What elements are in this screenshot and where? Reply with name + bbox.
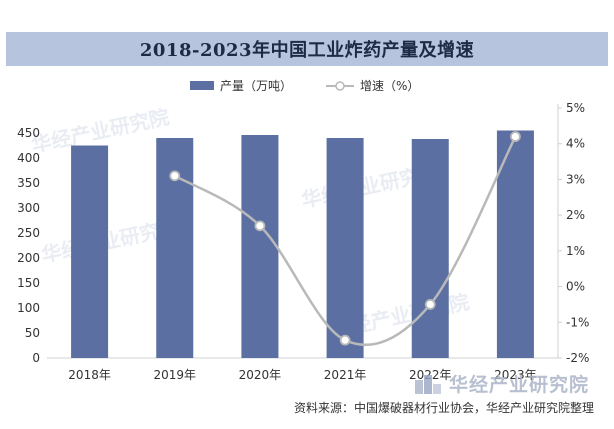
y-right-tick-label: 3% — [566, 172, 585, 186]
y-left-tick-label: 400 — [17, 151, 40, 165]
y-right-tick-label: 2% — [566, 208, 585, 222]
growth-point — [169, 170, 181, 182]
y-right-tick-label: -2% — [566, 351, 589, 365]
x-tick-label: 2021年 — [324, 368, 367, 382]
x-tick-label: 2018年 — [68, 368, 111, 382]
brand-name: 华经产业研究院 — [449, 374, 590, 396]
chart-title-bar: 2018-2023年中国工业炸药产量及增速 — [6, 32, 608, 66]
legend-item-line: 增速（%） — [326, 77, 419, 94]
y-right-tick-label: 0% — [566, 280, 585, 294]
growth-point — [424, 299, 436, 310]
y-left-tick-label: 350 — [17, 176, 40, 190]
y-left-tick-label: 450 — [17, 126, 40, 140]
y-left-tick-label: 50 — [25, 326, 40, 340]
legend-bar-label: 产量（万吨） — [220, 79, 293, 93]
y-left-tick-label: 200 — [17, 251, 40, 265]
bar — [71, 145, 109, 358]
bar — [411, 139, 449, 358]
x-tick-label: 2020年 — [239, 368, 282, 382]
y-left-tick-label: 250 — [17, 226, 40, 240]
y-left-tick-label: 150 — [17, 276, 40, 290]
chart-title: 2018-2023年中国工业炸药产量及增速 — [139, 40, 475, 61]
bar — [326, 138, 364, 358]
legend-line-label: 增速（%） — [360, 79, 420, 93]
x-tick-label: 2023年 — [494, 368, 537, 382]
y-right-tick-label: 4% — [566, 137, 585, 151]
chart-legend: 产量（万吨） 增速（%） — [0, 77, 614, 97]
y-left-tick-label: 100 — [17, 301, 40, 315]
bar — [496, 130, 534, 358]
growth-point — [254, 220, 266, 232]
y-left-tick-label: 0 — [32, 351, 40, 365]
source-note: 资料来源：中国爆破器材行业协会，华经产业研究院整理 — [293, 401, 594, 415]
growth-point — [510, 131, 521, 142]
legend-line-swatch — [326, 80, 354, 91]
legend-bar-swatch — [190, 81, 214, 90]
brand-logo-icon — [415, 374, 441, 394]
y-right-tick-label: -1% — [566, 315, 589, 329]
legend-item-bar: 产量（万吨） — [190, 77, 292, 94]
bar — [241, 135, 279, 358]
y-right-tick-label: 1% — [566, 244, 585, 258]
growth-point — [339, 334, 351, 346]
brand-watermark: 华经产业研究院 — [413, 370, 589, 397]
y-left-tick-label: 300 — [17, 201, 40, 215]
y-right-tick-label: 5% — [566, 101, 585, 115]
x-tick-label: 2019年 — [153, 368, 196, 382]
